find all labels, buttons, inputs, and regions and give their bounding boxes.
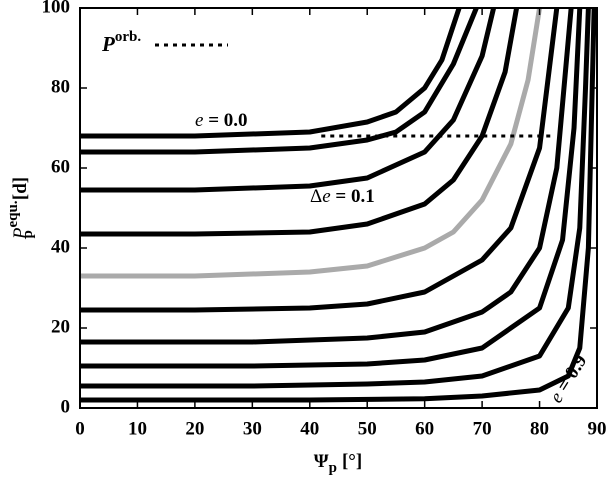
x-tick-label: 90	[588, 418, 607, 439]
curve	[80, 8, 543, 279]
legend-sup: orb.	[115, 29, 142, 45]
curve	[80, 8, 583, 369]
annotation-part: Δ	[310, 186, 322, 207]
curve	[80, 8, 497, 193]
curve	[80, 8, 597, 403]
curve	[80, 8, 591, 389]
y-tick-label: 80	[51, 76, 70, 97]
curve	[80, 8, 479, 155]
y-tick-label: 60	[51, 156, 70, 177]
y-label-unit: [d]	[10, 177, 31, 200]
x-tick-label: 60	[415, 418, 434, 439]
y-tick-label: 0	[61, 396, 71, 417]
annotation-part: = 0.0	[203, 110, 247, 131]
y-tick-label: 100	[42, 0, 71, 17]
x-tick-label: 30	[243, 418, 262, 439]
annotation-part: e	[195, 110, 203, 131]
y-axis-label: Pequ. p [d]	[5, 177, 36, 240]
x-tick-label: 80	[530, 418, 549, 439]
annotation: e = 0.9	[546, 351, 592, 407]
curves	[80, 8, 597, 403]
curve	[80, 8, 574, 345]
legend-label: Porb.	[101, 29, 141, 55]
y-tick-label: 40	[51, 236, 70, 257]
curve	[80, 8, 520, 237]
x-label-main: Ψ	[314, 451, 329, 472]
y-label-sup: equ.	[5, 200, 21, 227]
x-tick-label: 10	[128, 418, 147, 439]
y-label-sub: p	[20, 230, 36, 238]
x-tick-label: 0	[75, 418, 85, 439]
annotation-part: e	[322, 186, 330, 207]
annotation-part: = 0.1	[331, 186, 375, 207]
x-tick-label: 50	[358, 418, 377, 439]
y-label-main: P	[10, 227, 31, 240]
curve	[80, 8, 462, 139]
x-label-unit: [°]	[342, 451, 362, 472]
x-tick-label: 70	[473, 418, 492, 439]
x-tick-label: 40	[300, 418, 319, 439]
curve	[80, 8, 560, 313]
annotation: e = 0.0	[195, 110, 248, 131]
x-axis-label: Ψp [°]	[314, 451, 362, 476]
annotation-part: = 0.9	[551, 351, 592, 400]
legend-main: P	[101, 32, 115, 56]
plot-frame	[79, 7, 598, 409]
y-tick-label: 20	[51, 316, 70, 337]
x-label-sub: p	[329, 460, 337, 476]
x-tick-label: 20	[185, 418, 204, 439]
annotation: Δe = 0.1	[310, 186, 375, 207]
